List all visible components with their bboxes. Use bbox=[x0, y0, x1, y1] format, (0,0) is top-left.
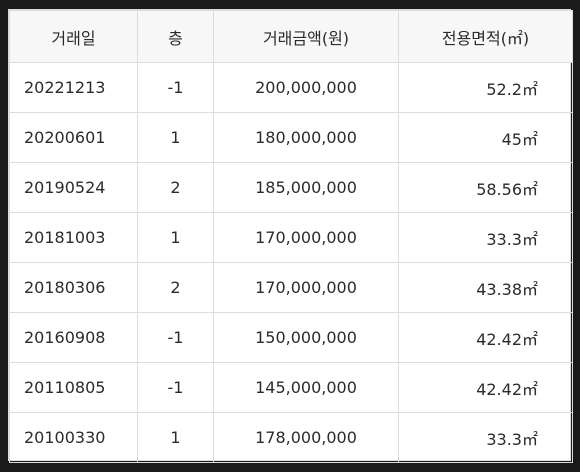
table-row: 20181003 1 170,000,000 33.3㎡ bbox=[9, 212, 573, 263]
cell-floor: 2 bbox=[137, 262, 214, 313]
header-date: 거래일 bbox=[9, 10, 138, 63]
cell-floor: 1 bbox=[137, 212, 214, 263]
cell-floor: -1 bbox=[137, 362, 214, 413]
cell-area: 42.42㎡ bbox=[398, 312, 573, 363]
cell-date: 20110805 bbox=[9, 362, 138, 413]
cell-price: 150,000,000 bbox=[213, 312, 399, 363]
cell-floor: 2 bbox=[137, 162, 214, 213]
cell-price: 180,000,000 bbox=[213, 112, 399, 163]
header-floor: 층 bbox=[137, 10, 214, 63]
cell-floor: -1 bbox=[137, 62, 214, 113]
cell-area: 52.2㎡ bbox=[398, 62, 573, 113]
cell-floor: 1 bbox=[137, 412, 214, 463]
cell-date: 20100330 bbox=[9, 412, 138, 463]
table-row: 20221213 -1 200,000,000 52.2㎡ bbox=[9, 62, 573, 113]
cell-price: 170,000,000 bbox=[213, 212, 399, 263]
table-row: 20160908 -1 150,000,000 42.42㎡ bbox=[9, 312, 573, 363]
cell-date: 20190524 bbox=[9, 162, 138, 213]
cell-floor: -1 bbox=[137, 312, 214, 363]
cell-area: 45㎡ bbox=[398, 112, 573, 163]
cell-date: 20181003 bbox=[9, 212, 138, 263]
cell-area: 43.38㎡ bbox=[398, 262, 573, 313]
table-row: 20200601 1 180,000,000 45㎡ bbox=[9, 112, 573, 163]
cell-area: 33.3㎡ bbox=[398, 212, 573, 263]
cell-floor: 1 bbox=[137, 112, 214, 163]
cell-price: 185,000,000 bbox=[213, 162, 399, 213]
cell-area: 33.3㎡ bbox=[398, 412, 573, 463]
header-area: 전용면적(㎡) bbox=[398, 10, 573, 63]
cell-date: 20160908 bbox=[9, 312, 138, 363]
table-header-row: 거래일 층 거래금액(원) 전용면적(㎡) bbox=[9, 10, 573, 63]
cell-price: 170,000,000 bbox=[213, 262, 399, 313]
table-row: 20180306 2 170,000,000 43.38㎡ bbox=[9, 262, 573, 313]
cell-price: 145,000,000 bbox=[213, 362, 399, 413]
table-row: 20110805 -1 145,000,000 42.42㎡ bbox=[9, 362, 573, 413]
transaction-table: 거래일 층 거래금액(원) 전용면적(㎡) 20221213 -1 200,00… bbox=[9, 10, 573, 463]
cell-date: 20221213 bbox=[9, 62, 138, 113]
cell-date: 20180306 bbox=[9, 262, 138, 313]
cell-area: 58.56㎡ bbox=[398, 162, 573, 213]
header-price: 거래금액(원) bbox=[213, 10, 399, 63]
table-row: 20190524 2 185,000,000 58.56㎡ bbox=[9, 162, 573, 213]
cell-area: 42.42㎡ bbox=[398, 362, 573, 413]
table-row: 20100330 1 178,000,000 33.3㎡ bbox=[9, 412, 573, 463]
cell-date: 20200601 bbox=[9, 112, 138, 163]
transaction-table-panel: 거래일 층 거래금액(원) 전용면적(㎡) 20221213 -1 200,00… bbox=[8, 9, 573, 463]
cell-price: 178,000,000 bbox=[213, 412, 399, 463]
cell-price: 200,000,000 bbox=[213, 62, 399, 113]
